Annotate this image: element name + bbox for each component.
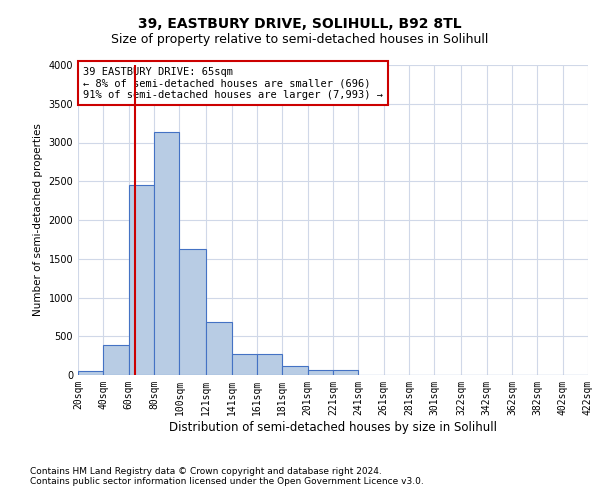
Text: 39, EASTBURY DRIVE, SOLIHULL, B92 8TL: 39, EASTBURY DRIVE, SOLIHULL, B92 8TL bbox=[138, 18, 462, 32]
Bar bbox=[179, 248, 206, 375]
Bar bbox=[78, 371, 103, 375]
Text: Contains public sector information licensed under the Open Government Licence v3: Contains public sector information licen… bbox=[30, 477, 424, 486]
Bar bbox=[129, 185, 154, 375]
Bar bbox=[333, 370, 358, 375]
Bar bbox=[257, 354, 282, 375]
Text: 39 EASTBURY DRIVE: 65sqm
← 8% of semi-detached houses are smaller (696)
91% of s: 39 EASTBURY DRIVE: 65sqm ← 8% of semi-de… bbox=[83, 66, 383, 100]
Bar bbox=[308, 370, 333, 375]
Bar bbox=[232, 354, 257, 375]
Bar bbox=[282, 366, 308, 375]
Y-axis label: Number of semi-detached properties: Number of semi-detached properties bbox=[33, 124, 43, 316]
Bar bbox=[154, 132, 179, 375]
Text: Size of property relative to semi-detached houses in Solihull: Size of property relative to semi-detach… bbox=[112, 32, 488, 46]
X-axis label: Distribution of semi-detached houses by size in Solihull: Distribution of semi-detached houses by … bbox=[169, 420, 497, 434]
Bar bbox=[103, 345, 129, 375]
Text: Contains HM Land Registry data © Crown copyright and database right 2024.: Contains HM Land Registry data © Crown c… bbox=[30, 467, 382, 476]
Bar bbox=[206, 322, 232, 375]
